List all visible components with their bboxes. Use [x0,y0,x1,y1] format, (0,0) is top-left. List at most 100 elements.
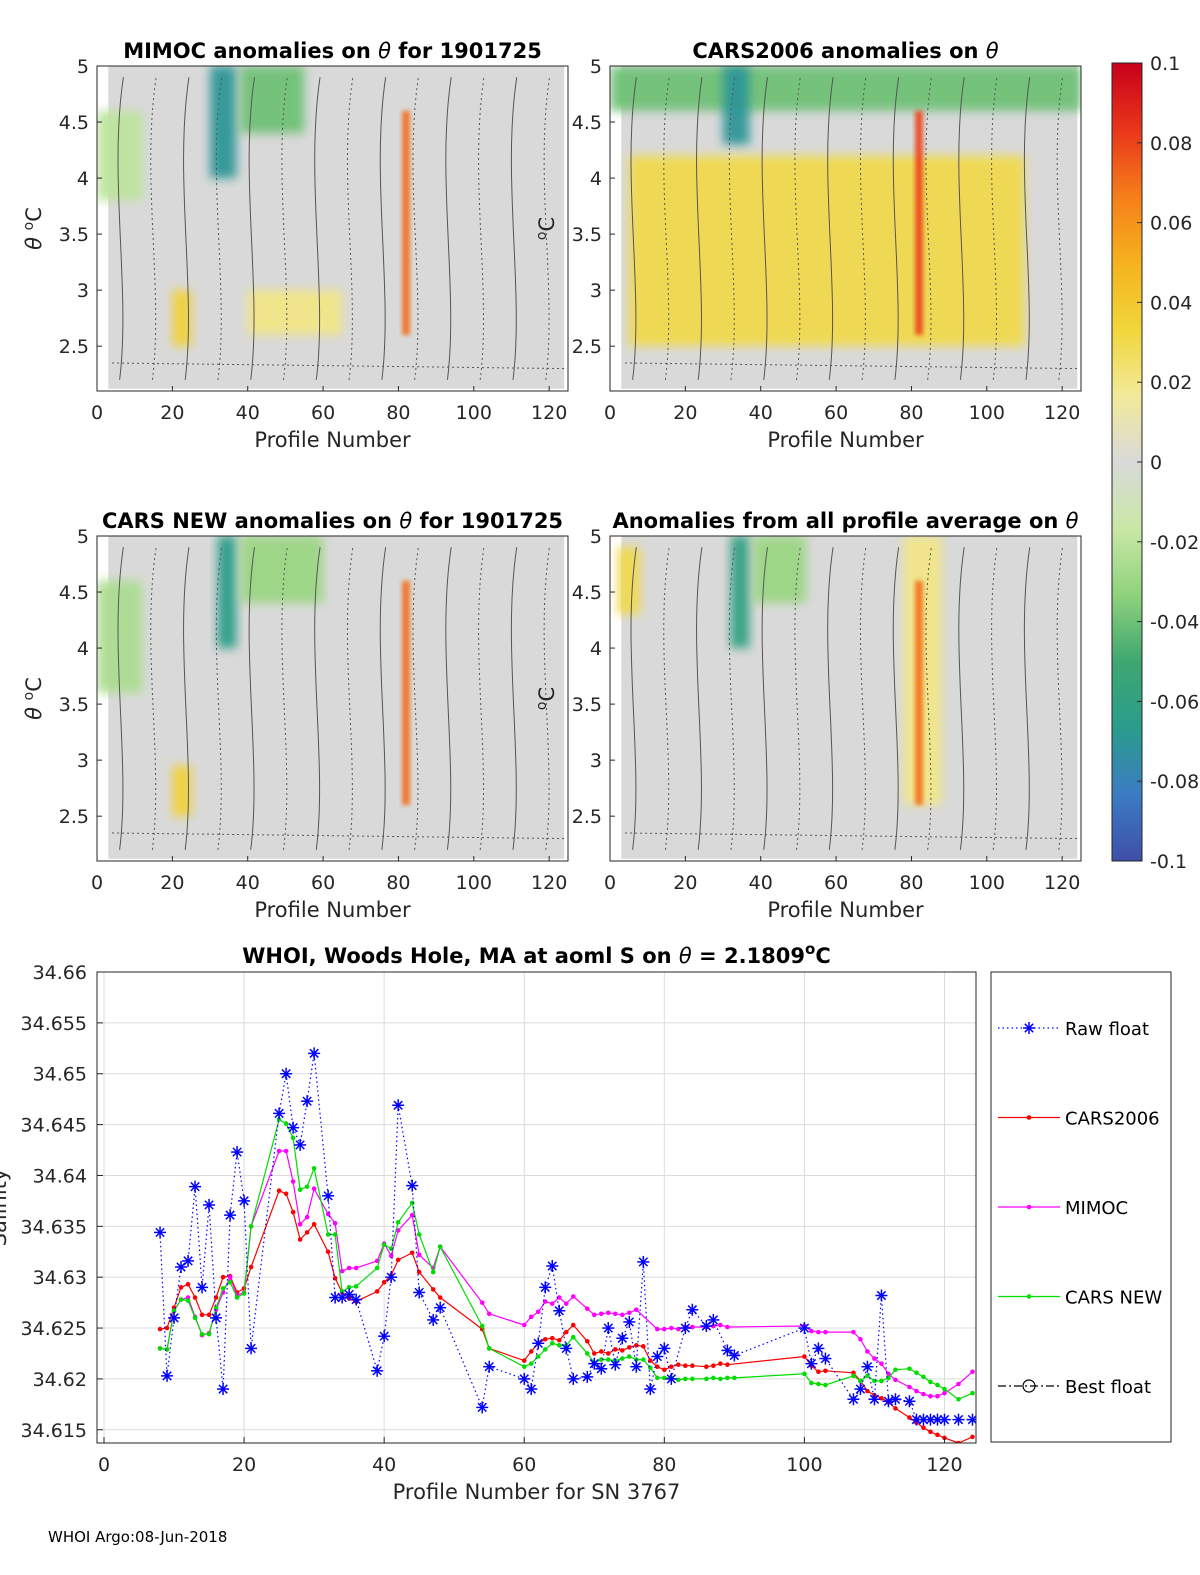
legend-item: CARS2006 [998,1109,1160,1130]
y-axis-label: θ oC [21,207,46,250]
data-point [893,1377,898,1383]
data-point [395,1228,401,1233]
data-point [311,1166,317,1171]
data-point [556,1343,562,1348]
data-point [584,1306,590,1312]
data-point [297,1221,303,1227]
y-tick-label: 4.5 [59,582,89,604]
heatmap-field [617,536,1078,859]
data-point [669,1364,674,1370]
data-point [430,1287,436,1292]
x-tick-label: 0 [604,872,616,894]
x-axis-label: Profile Number [254,428,411,452]
data-point [224,1209,237,1222]
data-point [283,1148,289,1154]
y-tick-label: 34.65 [33,1064,87,1086]
x-tick-label: 60 [311,872,335,894]
contour-line [183,77,190,380]
data-point [563,1329,569,1335]
y-tick-label: 2.5 [59,336,89,358]
y-tick-label: 34.655 [21,1013,87,1035]
data-point [816,1381,821,1387]
contour-line [510,547,518,850]
data-point [325,1249,331,1255]
data-point [339,1289,345,1294]
plot-series [154,1047,976,1443]
data-point [725,1362,730,1367]
data-point [570,1322,576,1328]
colorbar-tick-label: 0.06 [1150,213,1192,235]
data-point [535,1309,541,1315]
contour-line [346,77,354,380]
colorbar-tick-label: -0.06 [1150,691,1199,713]
colorbar-tick-label: -0.08 [1150,771,1199,793]
data-point [304,1230,310,1235]
data-point [185,1282,191,1287]
data-point [865,1349,870,1354]
data-point [725,1324,730,1330]
contour-line [892,547,900,850]
x-tick-label: 80 [386,872,410,894]
data-point [308,1047,321,1060]
heatmap-cars2006: 0 20 40 60 80 100 120 2.5 3 3.5 4 4.5 5 CARS2006 anom… [534,39,1082,452]
legend-marker [1023,1022,1035,1034]
y-tick-label: 34.62 [33,1369,87,1391]
x-tick-label: 20 [673,872,697,894]
data-point [283,1121,289,1126]
data-point [879,1378,884,1384]
data-point [301,1095,314,1108]
data-point [476,1401,489,1414]
data-point [938,1413,951,1426]
y-tick-label: 4.5 [572,112,602,134]
legend-label: CARS2006 [1065,1109,1160,1130]
x-tick-label: 80 [652,1454,676,1476]
contour-line [112,832,565,840]
data-point [374,1289,380,1294]
legend-item: Raw float [998,1019,1149,1040]
data-point [353,1284,359,1289]
data-point [718,1376,723,1382]
data-point [619,1348,625,1353]
colorbar-tick-label: 0.02 [1150,372,1192,394]
legend-marker [1022,1379,1036,1393]
x-tick-label: 120 [1044,872,1080,894]
data-point [437,1244,443,1249]
data-point [350,1293,363,1306]
contour-line [543,77,551,380]
legend-marker [1026,1115,1032,1120]
data-point [238,1194,251,1207]
x-axis-label: Profile Number [767,898,924,922]
data-point [203,1198,216,1211]
data-point [812,1342,825,1355]
data-point [823,1382,828,1388]
legend: Raw float CARS2006 MIMOC CARS NEW Best float [990,971,1172,1443]
y-tick-label: 3 [77,280,89,302]
x-tick-label: 60 [311,402,335,424]
data-point [287,1121,300,1134]
data-point [217,1383,230,1396]
contour-line [215,77,223,380]
data-point [157,1326,163,1332]
data-point [346,1285,352,1290]
legend-item: CARS NEW [998,1288,1162,1309]
data-point [273,1107,286,1120]
data-point [882,1395,895,1408]
data-point [154,1226,167,1239]
legend-item: Best float [998,1377,1151,1398]
y-tick-label: 5 [590,56,602,78]
anomaly-patch [628,155,1025,347]
data-point [157,1346,163,1351]
data-point [612,1347,618,1352]
heatmap-allavg: 0 20 40 60 80 100 120 2.5 3 3.5 4 4.5 5 Anomalies fro… [534,509,1082,922]
contour-line [150,547,157,850]
data-point [346,1265,352,1271]
data-point [486,1346,492,1351]
data-point [563,1301,569,1306]
data-point [325,1211,331,1217]
data-point [711,1363,716,1368]
legend-item: MIMOC [998,1198,1128,1219]
data-point [728,1349,741,1362]
data-point [304,1184,310,1189]
y-tick-label: 5 [77,56,89,78]
data-point [518,1372,531,1385]
